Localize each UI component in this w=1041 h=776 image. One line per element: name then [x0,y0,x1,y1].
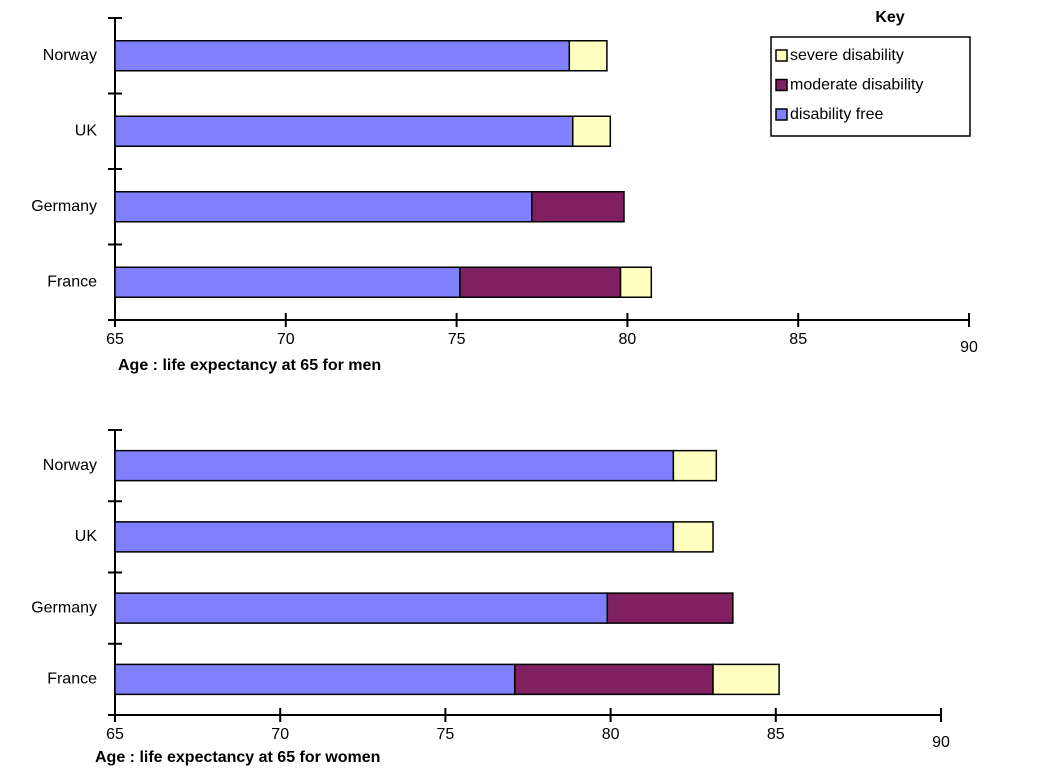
legend-label: disability free [790,106,883,123]
x-tick-label: 70 [277,331,295,348]
x-axis-label: Age : life expectancy at 65 for men [118,357,381,374]
bar-segment [114,115,574,147]
y-tick-label: Germany [31,198,97,215]
y-tick-label: France [47,671,97,688]
bar-segment [531,191,625,223]
bar-segment [114,521,675,553]
x-tick-label: 65 [106,331,124,348]
x-axis-label: Age : life expectancy at 65 for women [95,749,380,766]
bar-segment [114,592,609,624]
bar-segment [672,521,714,553]
bar-segment [114,266,461,298]
x-tick-label: 80 [602,726,620,743]
legend-label: severe disability [790,47,904,64]
legend-title: Key [875,9,904,26]
legend-box [770,36,971,137]
bar-segment [114,40,571,72]
x-tick-label: 75 [448,331,466,348]
legend-swatch [775,78,788,92]
legend-swatch [775,49,788,62]
y-tick-label: France [47,273,97,290]
x-tick-label: 85 [789,331,807,348]
bar-segment [114,663,516,696]
x-tick-label: 65 [106,726,124,743]
legend-label: moderate disability [790,77,923,94]
y-tick-label: Norway [43,47,97,64]
bar-segment [514,663,714,696]
x-tick-label: 75 [437,726,455,743]
legend-swatch [775,108,788,121]
x-tick-label: 90 [932,734,950,751]
bar-segment [568,40,608,72]
bar-segment [114,191,533,223]
x-tick-label: 85 [767,726,785,743]
bar-segment [672,449,718,482]
x-tick-label: 80 [619,331,637,348]
y-tick-label: UK [75,122,98,139]
bar-segment [459,266,622,298]
bar-segment [571,115,612,147]
y-tick-label: UK [75,528,98,545]
x-tick-label: 90 [960,339,978,356]
y-tick-label: Norway [43,457,97,474]
x-tick-label: 70 [271,726,289,743]
bar-segment [606,592,734,624]
y-tick-label: Germany [31,599,97,616]
bar-segment [712,663,780,696]
bar-segment [114,449,675,482]
bar-segment [619,266,653,298]
